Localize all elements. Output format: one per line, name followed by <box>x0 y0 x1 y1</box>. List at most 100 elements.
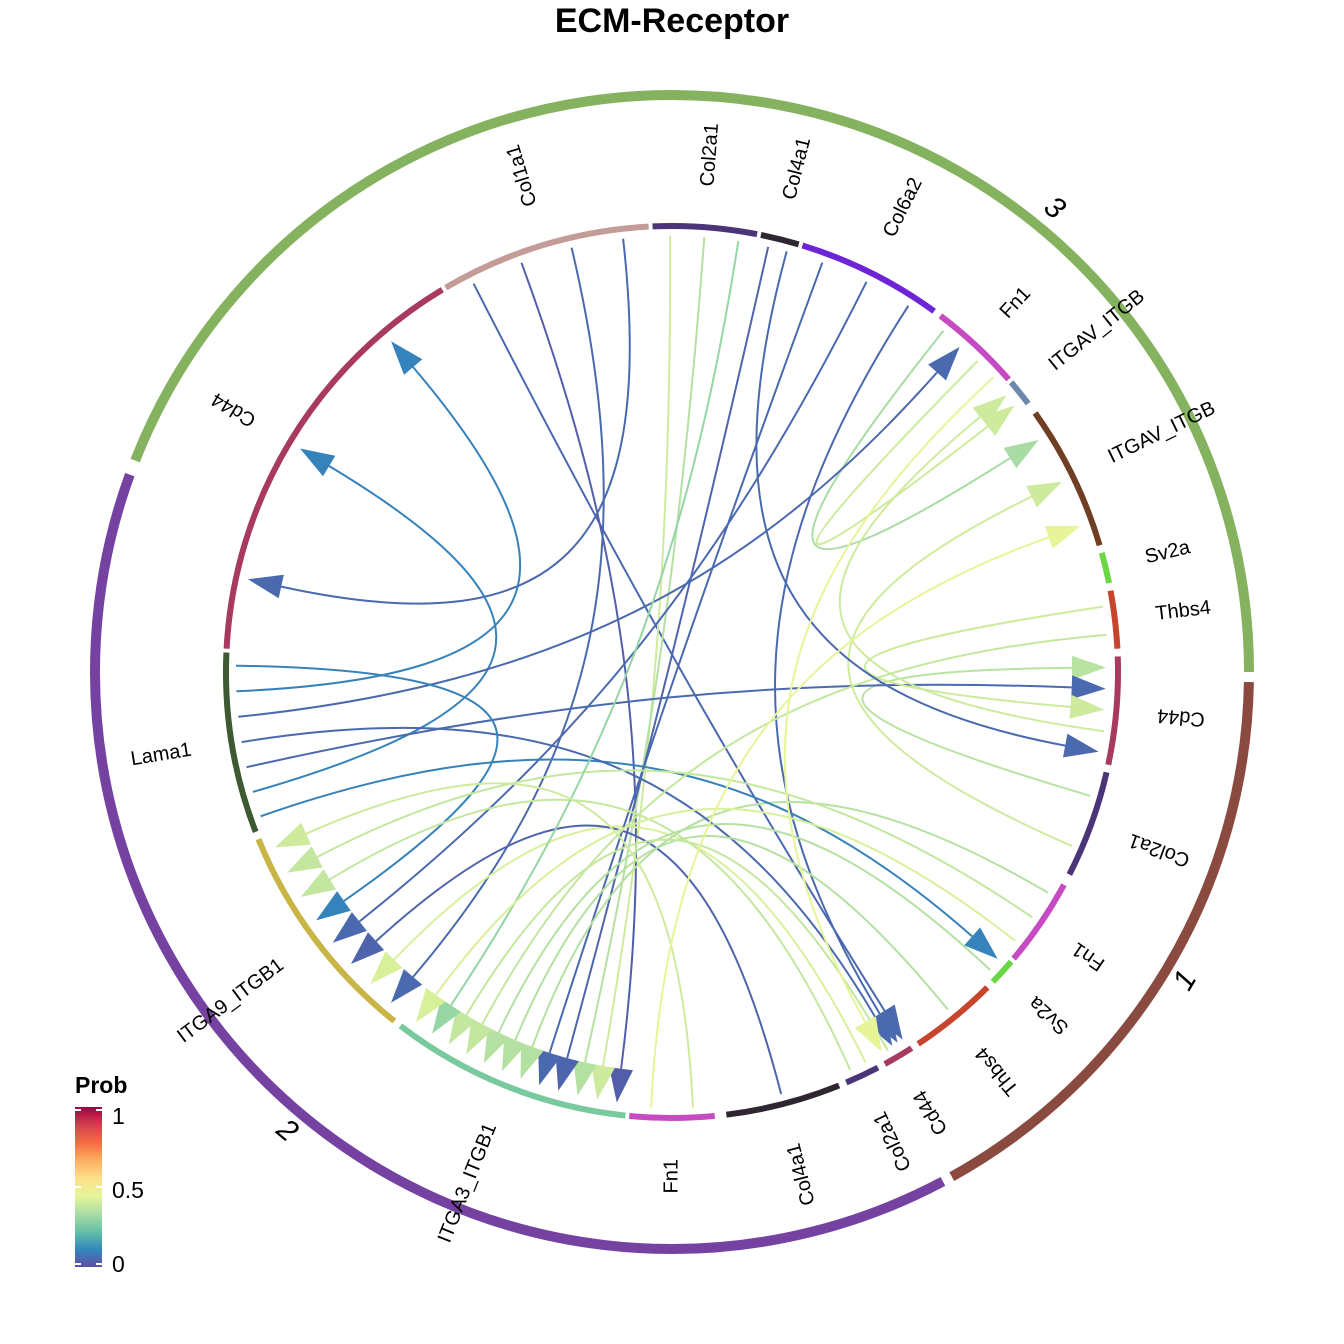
link-arrow-16 <box>300 448 336 477</box>
link-arrow-4 <box>591 1063 615 1100</box>
links-layer <box>235 235 1107 1108</box>
link-12 <box>774 305 910 1015</box>
link-arrow-1 <box>609 1067 633 1103</box>
link-14 <box>531 801 1049 1048</box>
link-10 <box>548 262 824 1054</box>
link-2 <box>412 247 605 978</box>
legend: Prob 1 0.5 0 <box>75 1072 144 1277</box>
group-label-1: 1 <box>1167 965 1204 996</box>
link-21 <box>235 664 499 902</box>
link-arrow-13 <box>1003 439 1039 469</box>
legend-tick-0: 0 <box>112 1251 125 1277</box>
sector-label-cd44: Cd44 <box>208 388 260 431</box>
link-34 <box>305 782 694 1108</box>
link-5 <box>861 666 1091 797</box>
sector-arc-fn1 <box>1011 883 1067 961</box>
sector-label-fn1: Fn1 <box>1068 938 1109 976</box>
link-0 <box>472 283 886 1012</box>
sector-label-fn1: Fn1 <box>996 283 1036 323</box>
link-arrow-26 <box>300 869 337 897</box>
link-arrow-5 <box>1071 655 1106 680</box>
sector-label-lama1: Lama1 <box>129 739 193 771</box>
link-arrow-11 <box>332 912 367 943</box>
link-33 <box>755 251 1066 747</box>
sector-arc-col4a1 <box>725 1082 841 1118</box>
group-label-3: 3 <box>1038 190 1072 226</box>
link-16 <box>252 465 498 793</box>
sector-arc-sv2a <box>990 959 1014 984</box>
link-31 <box>465 838 889 1052</box>
link-24 <box>838 416 1105 733</box>
link-18 <box>241 726 876 1018</box>
sector-arc-cd44 <box>883 1045 914 1067</box>
sector-label-fn1: Fn1 <box>660 1159 682 1193</box>
sector-arc-fn1 <box>938 313 1011 382</box>
link-20 <box>236 366 521 693</box>
link-30 <box>481 633 1107 1025</box>
link-3 <box>280 238 631 605</box>
sector-arc-col1a1 <box>444 223 649 291</box>
sector-arc-col2a1 <box>652 223 758 238</box>
sector-arc-col2a1 <box>1066 771 1110 876</box>
sector-arc-lama1 <box>223 652 259 833</box>
link-arrow-8 <box>555 1054 579 1091</box>
legend-tick-1: 1 <box>112 1103 125 1129</box>
link-arrow-28 <box>287 846 323 873</box>
sector-arc-itga3-itgb1 <box>398 1023 626 1119</box>
sector-arc-thbs4 <box>1107 590 1121 649</box>
legend-tick-marks <box>75 1109 102 1265</box>
link-15 <box>260 758 973 938</box>
sector-arc-itgav-itgb <box>1032 411 1103 547</box>
legend-tick-0-5: 0.5 <box>112 1177 144 1203</box>
link-arrow-19 <box>928 347 960 381</box>
link-9 <box>375 824 783 1095</box>
sector-arc-col4a1 <box>760 232 800 248</box>
link-arrow-14 <box>520 1042 544 1079</box>
sector-arc-fn1 <box>628 1112 716 1121</box>
link-arrow-24 <box>972 395 1007 427</box>
sector-arc-thbs4 <box>916 985 990 1047</box>
link-arrow-31 <box>448 1008 477 1045</box>
link-arrow-34 <box>275 822 311 848</box>
sector-label-sv2a: Sv2a <box>1143 536 1193 568</box>
link-arrow-21 <box>316 891 351 921</box>
link-37 <box>650 536 1050 1108</box>
link-arrow-10 <box>538 1049 562 1086</box>
link-22 <box>863 605 1104 708</box>
link-arrow-2 <box>391 969 423 1003</box>
link-arrow-22 <box>1069 694 1105 719</box>
sector-arc-itgav-itgb <box>1008 380 1031 406</box>
link-arrow-37 <box>1044 525 1081 549</box>
link-arrow-36 <box>415 987 446 1023</box>
link-arrow-35 <box>854 1016 882 1052</box>
link-arrow-23 <box>502 1035 527 1072</box>
link-arrow-7 <box>573 1059 597 1096</box>
sector-label-thbs4: Thbs4 <box>1154 597 1212 625</box>
link-arrow-6 <box>370 951 403 984</box>
link-26 <box>329 798 852 1071</box>
link-arrow-17 <box>1071 675 1106 700</box>
group-arc-1 <box>949 681 1254 1182</box>
sector-arc-col2a1 <box>845 1064 880 1086</box>
link-36 <box>434 807 1016 996</box>
link-6 <box>393 825 867 1064</box>
link-11 <box>358 281 868 923</box>
sector-arc-cd44 <box>223 287 444 649</box>
link-1 <box>520 262 638 1069</box>
link-35 <box>783 376 995 1023</box>
link-13 <box>811 330 1011 551</box>
legend-title: Prob <box>75 1072 127 1098</box>
sector-label-col2a1: Col2a1 <box>696 122 723 187</box>
sector-arc-col6a2 <box>801 242 936 314</box>
link-arrow-20 <box>391 341 423 375</box>
link-arrow-32 <box>432 998 461 1034</box>
link-27 <box>815 360 989 546</box>
sector-label-sv2a: Sv2a <box>1024 991 1073 1039</box>
sector-label-col6a2: Col6a2 <box>879 174 927 241</box>
link-arrow-15 <box>964 927 998 959</box>
link-29 <box>497 823 991 1033</box>
link-arrow-33 <box>1063 733 1099 758</box>
sector-arc-cd44 <box>1105 656 1122 766</box>
link-arrow-25 <box>1026 481 1063 508</box>
